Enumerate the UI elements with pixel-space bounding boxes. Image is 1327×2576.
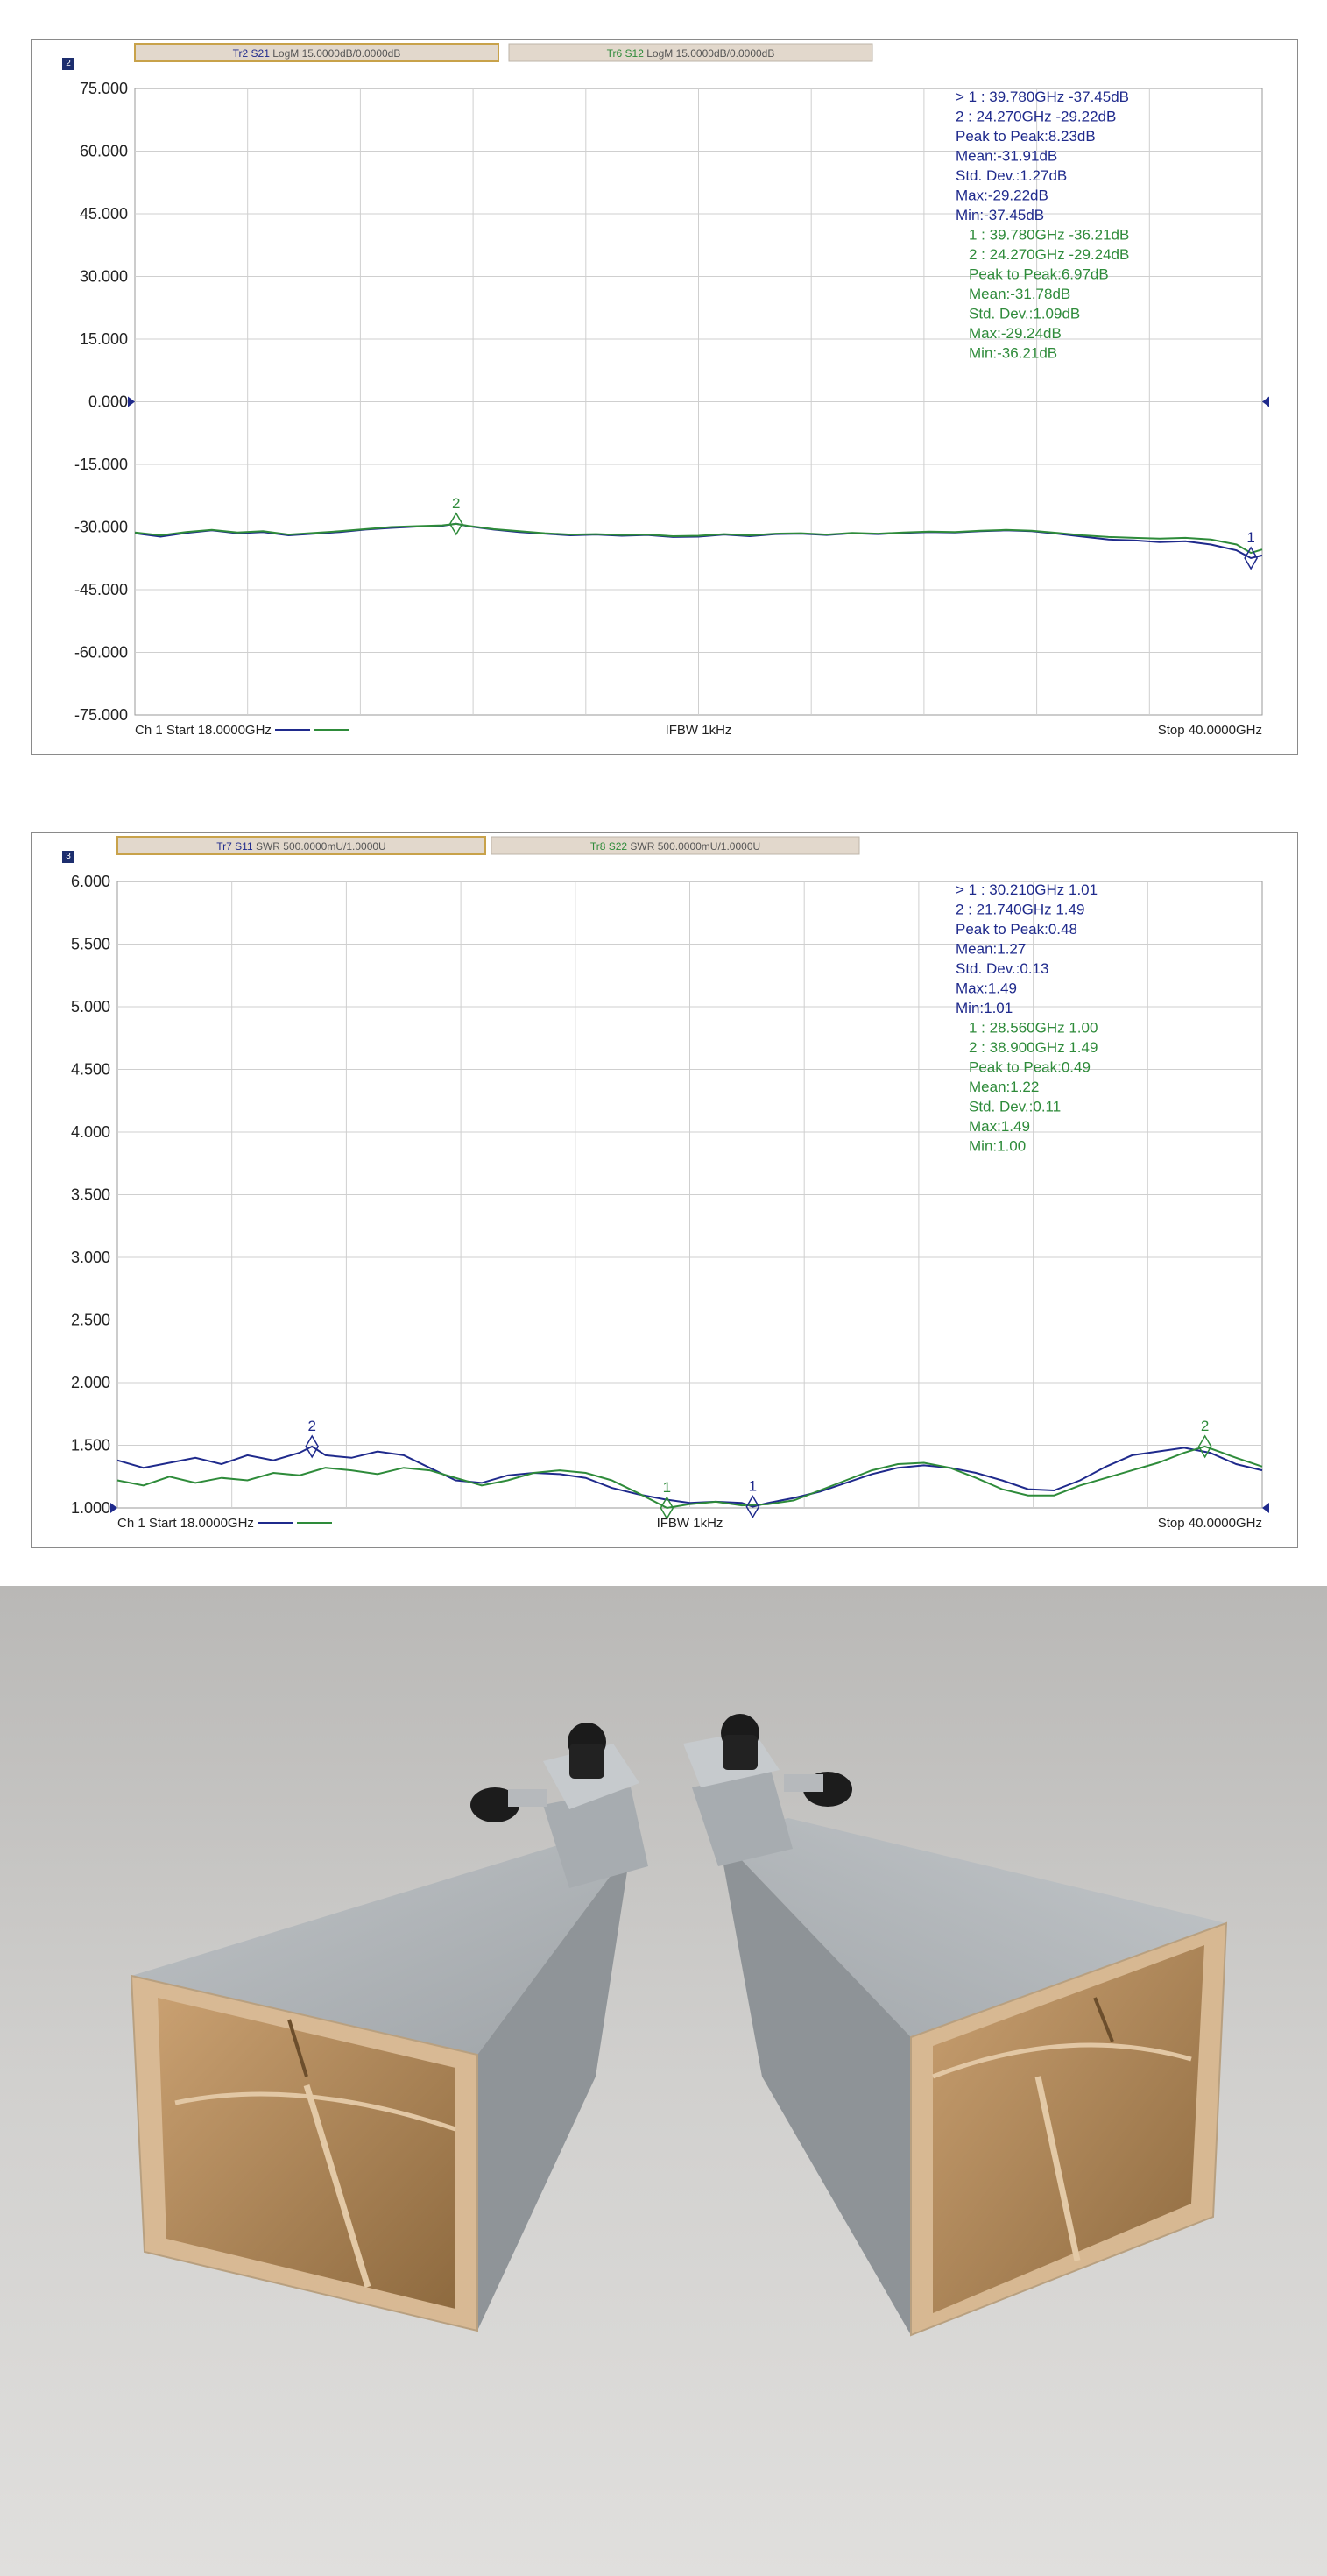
marker-readout-line: Std. Dev.:0.13: [956, 960, 1048, 977]
trace-tab: [508, 43, 873, 62]
s21-s12-chart-panel: 2 75.000 60.000 45.000 30.000 15.000 0.000 -15…: [31, 39, 1298, 755]
y-tick-label: 6.000: [71, 873, 110, 890]
footer-start: Ch 1 Start 18.0000GHz: [117, 1516, 254, 1531]
y-tick-label: 30.000: [80, 268, 128, 286]
marker-label: 2: [1201, 1418, 1209, 1434]
marker-readout-line: > 1 : 30.210GHz 1.01: [956, 881, 1098, 898]
s21-s12-chart: 75.000 60.000 45.000 30.000 15.000 0.000 -15.0…: [74, 43, 1269, 738]
y-tick-label: -45.000: [74, 581, 128, 598]
y-tick-label: 15.000: [80, 330, 128, 348]
marker-diamond: [1244, 546, 1258, 570]
marker-readout-line: Mean:-31.78dB: [969, 286, 1070, 302]
marker-readout-line: Mean:1.27: [956, 941, 1026, 958]
y-tick-label: 5.000: [71, 998, 110, 1016]
footer-stop: Stop 40.0000GHz: [1158, 1516, 1262, 1531]
marker-readout-line: 2 : 24.270GHz -29.24dB: [969, 246, 1129, 263]
marker-readout-line: Min:1.01: [956, 1000, 1013, 1016]
marker-readout-line: 1 : 28.560GHz 1.00: [969, 1020, 1098, 1037]
marker-readout-line: Max:-29.22dB: [956, 188, 1048, 204]
marker-readout-line: 2 : 24.270GHz -29.22dB: [956, 109, 1116, 125]
marker-readout-line: Min:1.00: [969, 1138, 1026, 1155]
marker-diamond: [305, 1434, 320, 1459]
y-tick-label: 1.000: [71, 1499, 110, 1517]
trace-tab: [134, 43, 499, 62]
marker-readout-line: 2 : 38.900GHz 1.49: [969, 1039, 1098, 1056]
marker-diamond: [660, 1496, 674, 1520]
marker-label: 1: [749, 1478, 757, 1495]
marker-readout-line: Mean:1.22: [969, 1079, 1039, 1095]
y-tick-label: 1.500: [71, 1437, 110, 1454]
trace-tab: [491, 836, 860, 855]
y-tick-label: 4.500: [71, 1061, 110, 1079]
left-horn-antenna: [130, 1723, 648, 2332]
marker-readout-line: 2 : 21.740GHz 1.49: [956, 902, 1084, 918]
y-tick-label: 3.500: [71, 1186, 110, 1204]
marker-readout-line: Peak to Peak:8.23dB: [956, 128, 1096, 145]
marker-readout-line: Std. Dev.:1.09dB: [969, 306, 1080, 322]
y-tick-label: 60.000: [80, 143, 128, 160]
right-horn-antenna: [683, 1714, 1228, 2337]
marker-diamond: [448, 512, 463, 536]
marker-label: 2: [452, 495, 460, 512]
y-tick-label: 2.000: [71, 1374, 110, 1391]
marker-label: 1: [1246, 529, 1254, 546]
swr-chart-panel: 3 6.000 5.500 5.000 4.500 4.000 3.500 3.000 2.5…: [31, 832, 1298, 1548]
reference-marker-left: [110, 1503, 117, 1513]
trace-tab-label: Tr6 S12 LogM 15.0000dB/0.0000dB: [607, 47, 775, 60]
y-tick-label: 4.000: [71, 1123, 110, 1141]
marker-readout-line: Max:-29.24dB: [969, 325, 1062, 342]
marker-readout-line: Max:1.49: [956, 980, 1017, 997]
y-tick-label: -75.000: [74, 706, 128, 724]
swr-chart: 6.000 5.500 5.000 4.500 4.000 3.500 3.000 2.500…: [71, 836, 1269, 1531]
marker-readout-line: Min:-36.21dB: [969, 345, 1057, 362]
y-tick-label: 3.000: [71, 1249, 110, 1266]
y-tick-label: 5.500: [71, 936, 110, 953]
marker-readout-line: Peak to Peak:0.49: [969, 1059, 1091, 1076]
reference-marker-right: [1262, 1503, 1269, 1513]
footer-ifbw: IFBW 1kHz: [666, 723, 732, 738]
marker-readout-line: Peak to Peak:0.48: [956, 921, 1077, 938]
y-tick-label: -30.000: [74, 519, 128, 536]
y-tick-label: 2.500: [71, 1312, 110, 1329]
series-line-s12: [134, 522, 1263, 555]
marker-diamond: [745, 1495, 760, 1519]
reference-marker-right: [1262, 396, 1269, 407]
marker-readout-line: Std. Dev.:1.27dB: [956, 167, 1067, 184]
footer-start: Ch 1 Start 18.0000GHz: [135, 723, 272, 738]
marker-diamond: [1197, 1434, 1212, 1459]
y-tick-label: 0.000: [88, 393, 128, 411]
marker-label: 2: [307, 1418, 315, 1434]
marker-readout-line: Mean:-31.91dB: [956, 148, 1057, 165]
trace-tab: [116, 836, 486, 855]
series-line-s22: [116, 1445, 1263, 1510]
footer-stop: Stop 40.0000GHz: [1158, 723, 1262, 738]
trace-tab-label: Tr7 S11 SWR 500.0000mU/1.0000U: [216, 840, 385, 853]
marker-label: 1: [663, 1479, 671, 1496]
channel-badge: 3: [62, 851, 74, 863]
marker-readout-line: Min:-37.45dB: [956, 207, 1044, 223]
channel-badge: 2: [62, 58, 74, 70]
marker-readout-line: Peak to Peak:6.97dB: [969, 266, 1109, 283]
marker-readout-line: Std. Dev.:0.11: [969, 1099, 1061, 1115]
y-tick-label: -60.000: [74, 644, 128, 662]
y-tick-label: 45.000: [80, 205, 128, 223]
marker-readout-line: > 1 : 39.780GHz -37.45dB: [956, 88, 1129, 105]
horn-antennas-photo: [0, 1586, 1327, 2576]
footer-ifbw: IFBW 1kHz: [657, 1516, 723, 1531]
y-tick-label: -15.000: [74, 456, 128, 473]
trace-tab-label: Tr8 S22 SWR 500.0000mU/1.0000U: [590, 840, 760, 853]
y-tick-label: 75.000: [80, 80, 128, 97]
marker-readout-line: 1 : 39.780GHz -36.21dB: [969, 227, 1129, 244]
marker-readout-line: Max:1.49: [969, 1118, 1030, 1135]
reference-marker-left: [128, 396, 135, 407]
trace-tab-label: Tr2 S21 LogM 15.0000dB/0.0000dB: [233, 47, 401, 60]
